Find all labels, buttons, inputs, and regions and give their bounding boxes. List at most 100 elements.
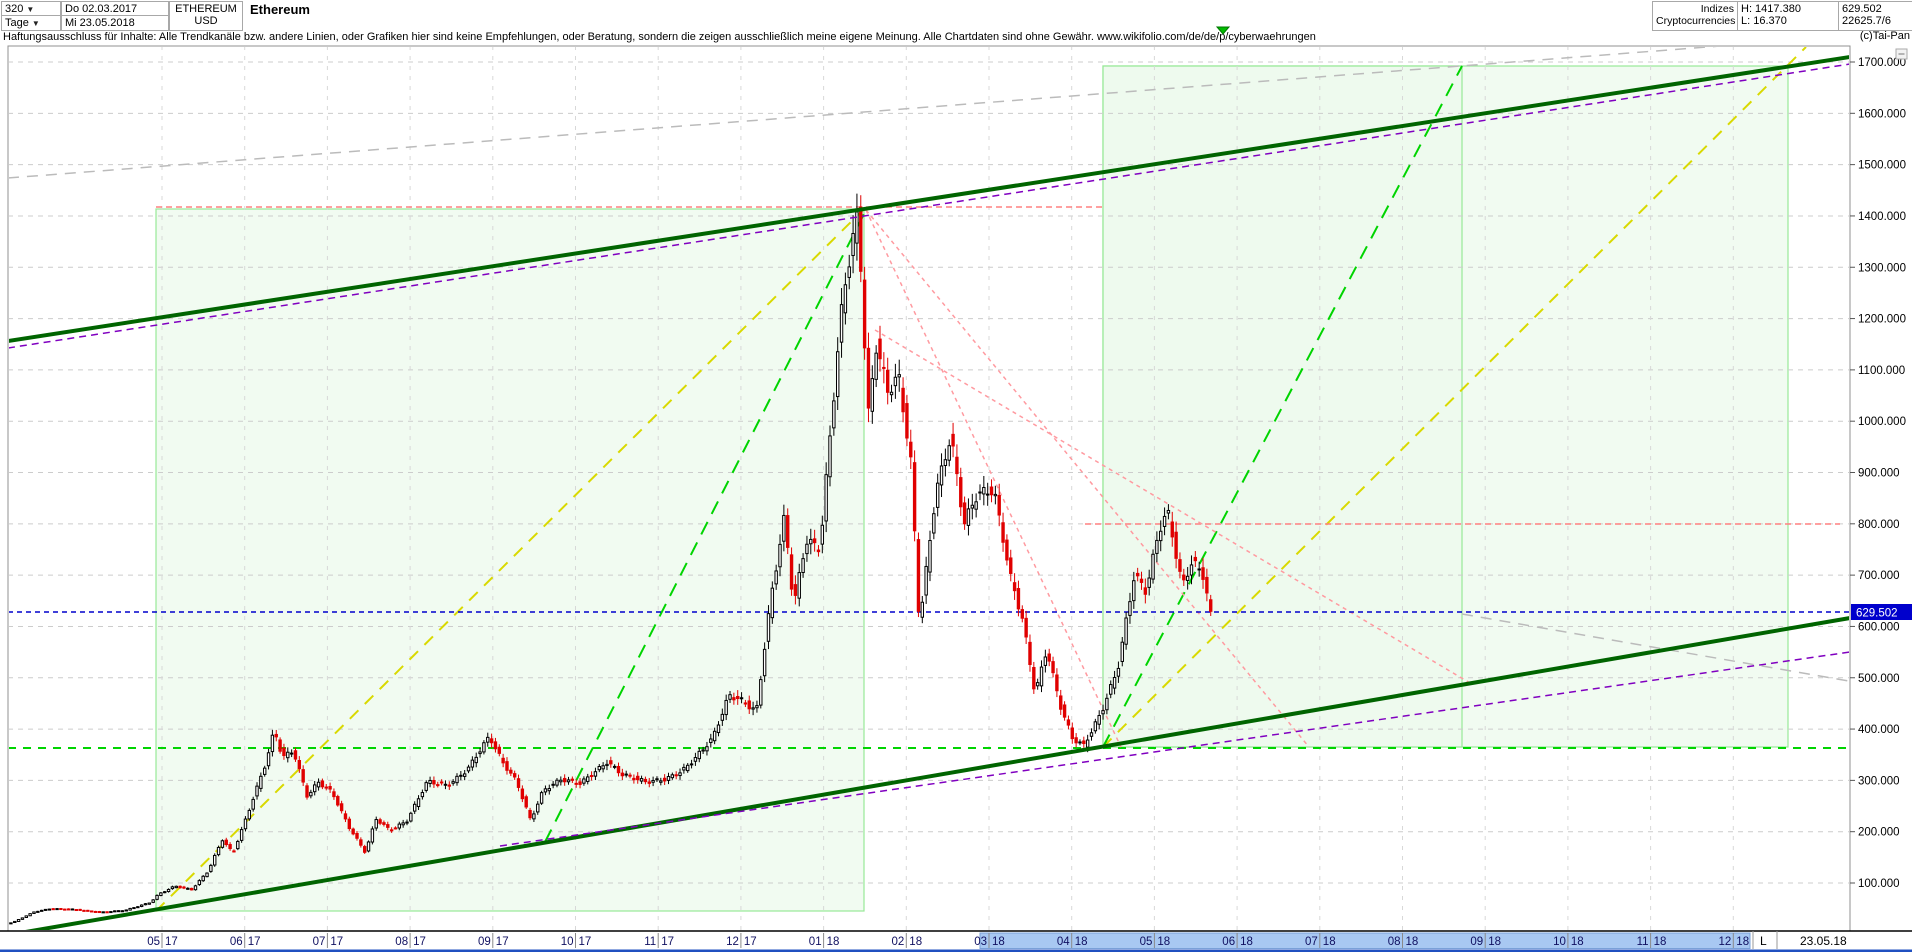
candle-body	[978, 491, 982, 494]
candle-body	[1182, 574, 1186, 581]
candle-body	[378, 819, 382, 824]
last-price-label: 629.502	[1842, 3, 1882, 15]
candle-body	[174, 885, 178, 889]
period-dropdown[interactable]: Tage ▼	[1, 16, 61, 31]
candle-body	[232, 850, 236, 853]
candle-body	[882, 366, 886, 369]
candle-body	[809, 538, 813, 545]
candle-body	[36, 910, 40, 913]
candle-body	[97, 911, 102, 914]
candle-body	[55, 908, 59, 911]
candle-body	[43, 908, 48, 911]
candle-body	[659, 780, 663, 783]
candle-body	[247, 809, 252, 820]
candle-body	[970, 504, 974, 509]
price-badge-label: 629.502	[1856, 608, 1898, 620]
candle-body	[1209, 599, 1213, 612]
candle-body	[862, 279, 867, 349]
x-tick-label: 06	[230, 936, 243, 948]
x-tick-label: 04	[1057, 936, 1070, 948]
candle-body	[643, 778, 648, 783]
candle-body	[593, 771, 598, 777]
date-to-field[interactable]: Mi 23.05.2018	[61, 16, 169, 31]
candle-body	[686, 764, 690, 772]
candle-body	[1074, 737, 1078, 744]
candle-body	[224, 839, 228, 846]
y-tick-label: 800.000	[1858, 519, 1900, 531]
candle-body	[1012, 582, 1017, 592]
candle-body	[493, 741, 498, 750]
candle-body	[39, 909, 44, 912]
candle-body	[559, 779, 563, 783]
candle-body	[1101, 710, 1105, 715]
candle-body	[1028, 641, 1032, 665]
candle-body	[251, 798, 255, 810]
candle-body	[951, 433, 955, 447]
candle-body	[82, 909, 86, 912]
x-tick-label: 18	[909, 936, 922, 948]
y-tick-label: 1100.000	[1858, 365, 1905, 377]
candle-body	[482, 742, 486, 753]
candle-body	[728, 694, 732, 700]
candle-body	[909, 441, 913, 458]
x-tick-label: 18	[1323, 936, 1336, 948]
candle-body	[839, 304, 844, 343]
x-tick-label: 11	[644, 936, 656, 948]
candle-body	[1185, 575, 1190, 581]
candle-body	[1055, 674, 1059, 692]
candle-body	[228, 844, 232, 850]
candle-body	[759, 679, 763, 706]
x-tick-label: 18	[1406, 936, 1419, 948]
candle-body	[1093, 721, 1098, 732]
candle-body	[1159, 530, 1163, 542]
candle-body	[128, 907, 132, 911]
candle-body	[70, 908, 75, 911]
candle-body	[1170, 521, 1174, 538]
y-tick-label: 1400.000	[1858, 211, 1906, 223]
candle-body	[662, 777, 667, 782]
candle-body	[466, 766, 471, 772]
candle-body	[1178, 559, 1182, 572]
candle-body	[928, 540, 932, 573]
x-tick-label: 12	[726, 936, 739, 948]
candle-body	[151, 899, 155, 903]
candle-body	[1001, 522, 1005, 543]
candle-body	[1070, 727, 1074, 740]
candle-body	[209, 864, 213, 872]
x-tick-label: 06	[1222, 936, 1235, 948]
candle-body	[993, 493, 998, 497]
y-tick-label: 500.000	[1858, 673, 1900, 685]
yellow-box-diagonal-2018	[1102, 47, 1807, 748]
candle-body	[170, 886, 175, 890]
candle-body	[116, 910, 121, 913]
timeline-highlight-band[interactable]	[979, 932, 1751, 949]
candle-body	[847, 266, 851, 278]
candle-body	[501, 757, 505, 764]
candle-body	[362, 846, 367, 853]
x-tick-label: 10	[561, 936, 574, 948]
candle-body	[489, 738, 494, 744]
candle-body	[509, 769, 513, 774]
candle-body	[266, 752, 271, 767]
candle-body	[966, 508, 971, 526]
candle-body	[474, 756, 478, 764]
high-low-cell: H: 1417.380 L: 16.370	[1738, 1, 1839, 31]
y-axis: 1700.000 1600.000 1500.000 1400.000 1300.000…	[1850, 57, 1906, 890]
candle-body	[78, 908, 82, 911]
candle-body	[820, 524, 825, 545]
candle-body	[701, 749, 705, 752]
date-from-field[interactable]: Do 02.03.2017	[61, 1, 169, 16]
y-tick-label: 600.000	[1858, 621, 1900, 633]
latest-date-label: 23.05.18	[1800, 934, 1847, 948]
bars-count-dropdown[interactable]: 320 ▼	[1, 1, 61, 16]
x-tick-label: 08	[395, 936, 408, 948]
candle-body	[263, 767, 267, 775]
candle-body	[301, 769, 305, 783]
candle-body	[670, 774, 675, 779]
candle-body	[213, 854, 217, 866]
x-tick-label: 17	[661, 936, 674, 948]
candle-body	[762, 648, 767, 677]
candle-body	[1124, 617, 1128, 645]
candle-body	[1166, 509, 1171, 514]
